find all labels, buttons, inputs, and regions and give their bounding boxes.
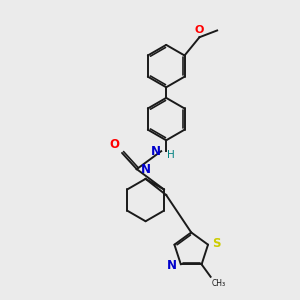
- Text: S: S: [212, 237, 220, 250]
- Text: O: O: [110, 138, 120, 151]
- Text: N: N: [141, 163, 151, 176]
- Text: H: H: [167, 150, 175, 160]
- Text: N: N: [167, 260, 177, 272]
- Text: N: N: [151, 145, 161, 158]
- Text: O: O: [195, 25, 204, 35]
- Text: CH₃: CH₃: [212, 279, 226, 288]
